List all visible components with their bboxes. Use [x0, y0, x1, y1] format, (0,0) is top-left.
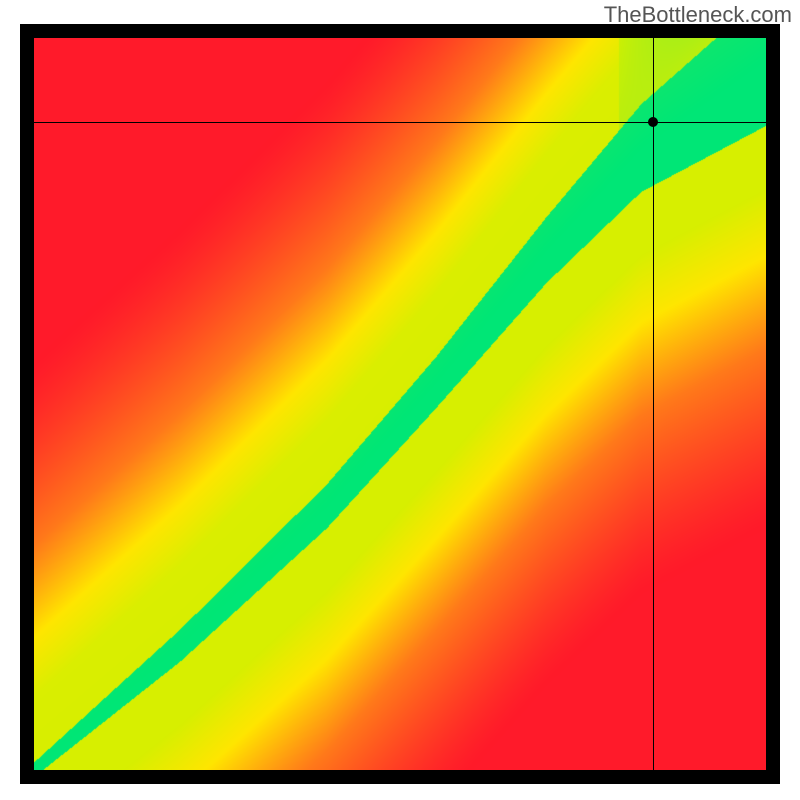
chart-container: [20, 24, 780, 784]
bottleneck-heatmap: [34, 38, 766, 770]
crosshair-marker-dot: [648, 117, 658, 127]
crosshair-vertical-line: [653, 38, 654, 770]
watermark-text: TheBottleneck.com: [604, 2, 792, 28]
